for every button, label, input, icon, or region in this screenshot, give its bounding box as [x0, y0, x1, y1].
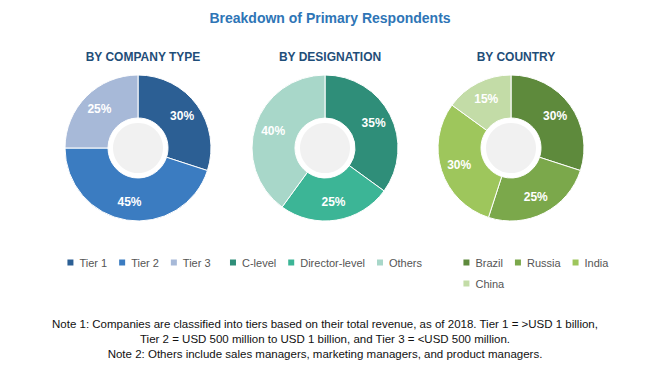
svg-text:25%: 25% [322, 195, 346, 209]
svg-text:Note 1: Companies are classifi: Note 1: Companies are classified into ti… [52, 318, 598, 330]
svg-text:15%: 15% [474, 92, 498, 106]
svg-text:BY COUNTRY: BY COUNTRY [477, 50, 556, 64]
svg-text:Tier 2 = USD 500 million to US: Tier 2 = USD 500 million to USD 1 billio… [140, 333, 510, 345]
svg-text:BY DESIGNATION: BY DESIGNATION [279, 50, 381, 64]
svg-text:Russia: Russia [527, 257, 562, 269]
svg-text:Brazil: Brazil [475, 257, 503, 269]
svg-text:Tier 2: Tier 2 [131, 257, 159, 269]
svg-text:25%: 25% [524, 190, 548, 204]
svg-text:Tier 1: Tier 1 [79, 257, 107, 269]
svg-text:Breakdown of Primary Responden: Breakdown of Primary Respondents [209, 10, 450, 26]
svg-text:35%: 35% [362, 116, 386, 130]
svg-text:45%: 45% [117, 195, 141, 209]
svg-text:25%: 25% [87, 102, 111, 116]
svg-text:Tier 3: Tier 3 [183, 257, 211, 269]
svg-text:30%: 30% [170, 109, 194, 123]
svg-text:China: China [475, 278, 505, 290]
svg-text:Director-level: Director-level [300, 257, 365, 269]
svg-text:40%: 40% [261, 124, 285, 138]
svg-text:C-level: C-level [242, 257, 276, 269]
svg-text:India: India [585, 257, 610, 269]
svg-text:30%: 30% [543, 109, 567, 123]
svg-text:Others: Others [389, 257, 423, 269]
svg-text:Note 2: Others include sales m: Note 2: Others include sales managers, m… [108, 348, 543, 360]
svg-text:BY COMPANY TYPE: BY COMPANY TYPE [86, 50, 201, 64]
svg-text:30%: 30% [447, 158, 471, 172]
